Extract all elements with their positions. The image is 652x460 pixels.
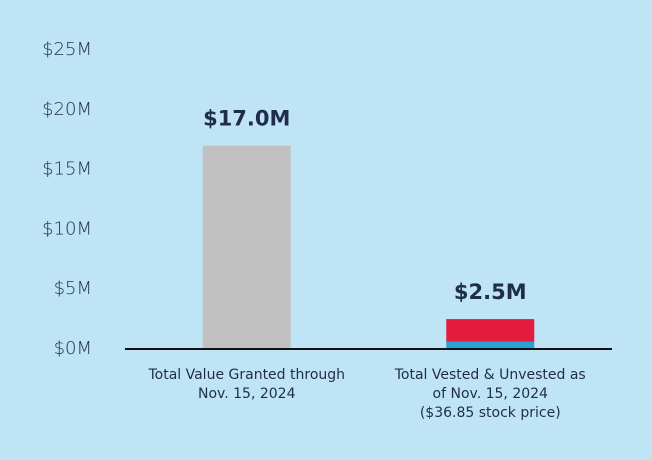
x-tick-label: Nov. 15, 2024: [198, 386, 296, 402]
y-tick-label: $10M: [42, 218, 92, 239]
x-tick-label: Total Value Granted through: [147, 367, 345, 383]
bar-segment: [446, 341, 535, 349]
x-tick-label: ($36.85 stock price): [420, 405, 561, 421]
x-tick-label: of Nov. 15, 2024: [433, 386, 549, 402]
y-tick-label: $0M: [54, 338, 92, 359]
bar-segment: [446, 319, 535, 342]
total-label: $17.0M: [203, 107, 290, 131]
y-tick-label: $25M: [42, 39, 92, 60]
x-tick-label: Total Vested & Unvested as: [394, 367, 586, 383]
y-tick-label: $20M: [42, 99, 92, 120]
bar-segment: [202, 145, 291, 349]
total-label: $2.5M: [454, 280, 527, 304]
y-tick-label: $15M: [42, 159, 92, 180]
y-tick-label: $5M: [54, 278, 92, 299]
